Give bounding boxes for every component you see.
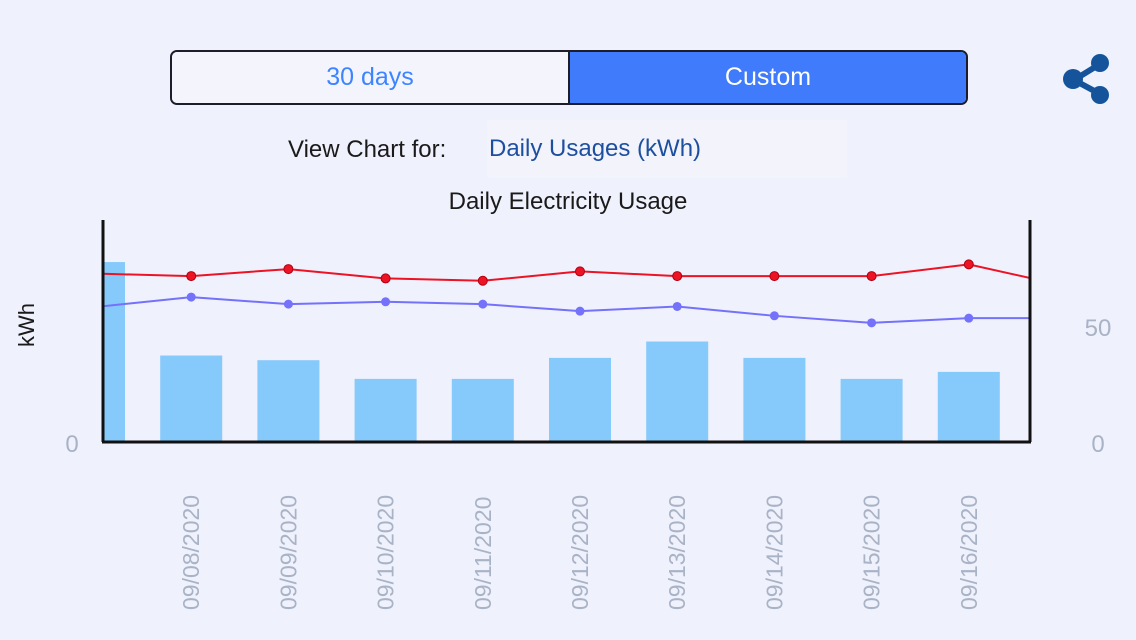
- view-chart-label: View Chart for:: [288, 136, 447, 163]
- x-tick-label: 09/14/2020: [761, 495, 787, 610]
- series-point: [963, 259, 974, 270]
- series-point: [867, 318, 877, 328]
- series-point: [477, 275, 488, 286]
- x-tick-label: 09/12/2020: [567, 495, 593, 610]
- bar: [451, 378, 514, 442]
- chart-type-picker[interactable]: Daily Usages (kWh): [487, 120, 847, 178]
- x-tick-label: 09/11/2020: [470, 497, 496, 610]
- series-point: [283, 264, 294, 275]
- series-point: [381, 297, 391, 307]
- x-tick-label: 09/08/2020: [178, 495, 204, 610]
- bar: [840, 378, 903, 442]
- series-point: [478, 299, 488, 309]
- series-line-0: [103, 263, 1030, 282]
- bar: [743, 357, 806, 442]
- x-tick-label: 09/15/2020: [859, 495, 885, 610]
- share-button[interactable]: [1058, 50, 1116, 108]
- bar: [549, 357, 611, 442]
- series-point: [575, 266, 585, 277]
- chart-type-value: Daily Usages (kWh): [489, 135, 702, 162]
- usage-chart: kWh 0 0 50 09/08/2020 09/09/2020 09/10/2020 09/…: [14, 220, 1112, 610]
- y-left-tick-label: 0: [65, 431, 78, 458]
- series-point: [186, 292, 196, 302]
- series-point: [283, 299, 293, 309]
- series-point: [769, 311, 779, 321]
- chart-title: Daily Electricity Usage: [448, 188, 688, 215]
- bar: [257, 360, 320, 442]
- bar: [160, 355, 223, 442]
- series-point: [866, 271, 877, 282]
- x-tick-label: 09/10/2020: [373, 495, 399, 610]
- series-point: [575, 306, 585, 316]
- plot-area: [103, 259, 1030, 442]
- series-point: [380, 273, 391, 284]
- series-point: [672, 271, 683, 282]
- range-segmented-control: 30 days Custom: [170, 50, 968, 105]
- bar: [103, 262, 125, 442]
- y-right-tick-label: 50: [1085, 315, 1112, 342]
- y-right-tick-label: 0: [1091, 431, 1104, 458]
- x-tick-label: 09/13/2020: [664, 495, 690, 610]
- y-axis-label: kWh: [14, 303, 39, 347]
- series-point: [769, 271, 780, 282]
- bar: [646, 341, 709, 442]
- series-point: [186, 271, 197, 282]
- series-point: [964, 313, 974, 323]
- segment-custom-button[interactable]: Custom: [570, 52, 966, 103]
- x-tick-label: 09/09/2020: [275, 495, 301, 610]
- segment-30-days-button[interactable]: 30 days: [172, 52, 570, 103]
- series-line-1: [103, 296, 1030, 324]
- bar: [937, 371, 1000, 442]
- series-point: [672, 301, 682, 311]
- share-icon: [1063, 54, 1109, 104]
- bar: [354, 378, 417, 442]
- x-tick-label: 09/16/2020: [956, 495, 982, 610]
